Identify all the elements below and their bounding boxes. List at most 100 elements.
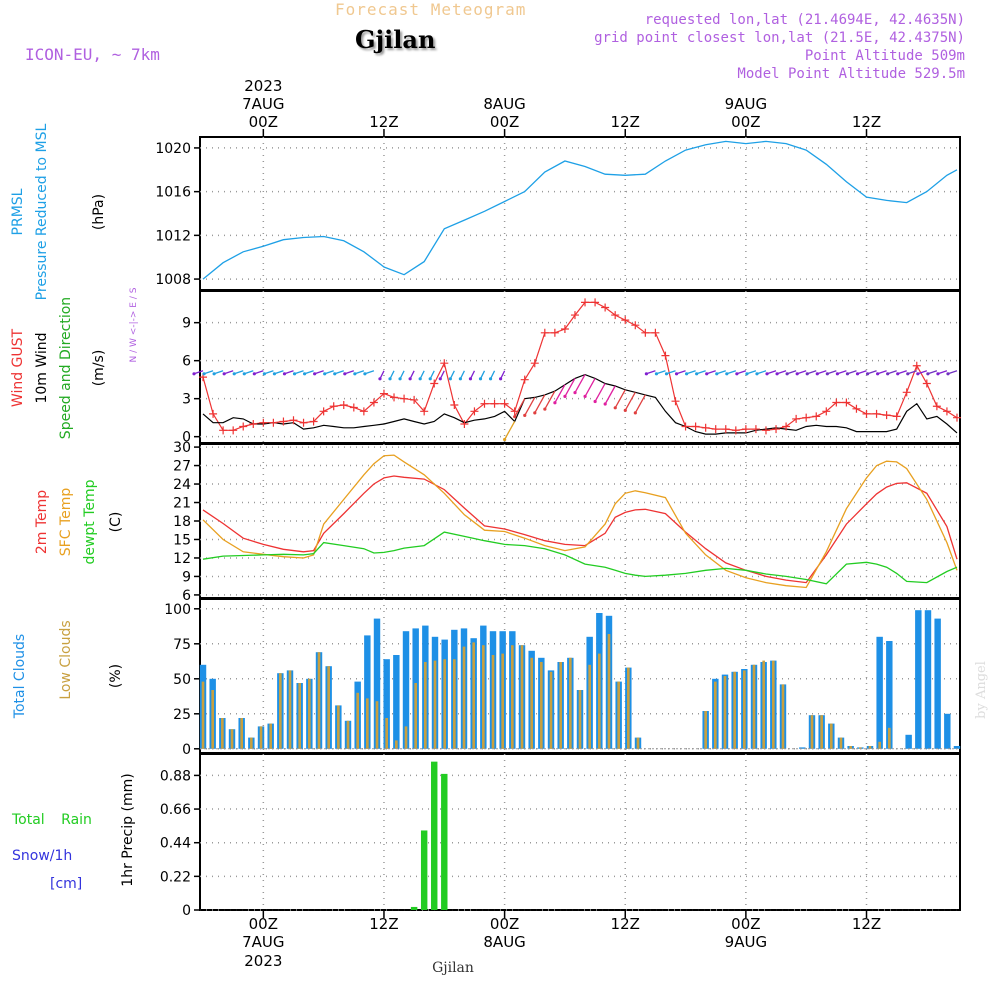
gust-marker bbox=[782, 422, 791, 431]
gust-marker bbox=[299, 418, 308, 427]
low-cloud-bar bbox=[511, 645, 514, 749]
gust-marker bbox=[651, 328, 660, 337]
wind-arrow-head bbox=[845, 372, 850, 376]
gust-marker bbox=[410, 395, 419, 404]
total-cloud-bar bbox=[915, 610, 922, 749]
wind-arrow bbox=[614, 389, 626, 409]
wind-arrow-head bbox=[805, 372, 809, 376]
wind-arrow-head bbox=[644, 372, 648, 376]
gust-marker bbox=[359, 407, 368, 416]
wind-arrow-head bbox=[513, 415, 517, 419]
gust-marker bbox=[450, 401, 459, 409]
low-cloud-bar bbox=[598, 653, 601, 749]
low-cloud-bar bbox=[472, 642, 475, 749]
panel-frame-pressure bbox=[199, 136, 961, 291]
gust-marker bbox=[309, 417, 318, 426]
panel-frame-precipitation bbox=[199, 753, 961, 911]
low-cloud-bar bbox=[723, 676, 727, 749]
low-cloud-bar bbox=[250, 737, 253, 749]
gust-marker bbox=[420, 407, 429, 416]
wind-arrow-head bbox=[282, 372, 287, 376]
low-cloud-bar bbox=[424, 662, 427, 749]
gust-marker bbox=[932, 402, 941, 411]
ytick-label-clouds: 25 bbox=[173, 707, 191, 723]
wind-arrow-head bbox=[313, 372, 317, 376]
temp-label-sfc: SFC Temp bbox=[58, 488, 74, 557]
wind-arrow-head bbox=[795, 372, 799, 376]
wind-arrow-head bbox=[388, 377, 392, 381]
gust-marker bbox=[872, 409, 881, 418]
low-cloud-bar bbox=[443, 659, 446, 749]
gust-marker bbox=[460, 420, 469, 428]
ytick-label-pressure: 1020 bbox=[155, 141, 191, 157]
gust-marker bbox=[379, 389, 388, 398]
pressure-label-1: PRMSL bbox=[10, 188, 26, 235]
gust-marker bbox=[882, 411, 891, 420]
total-cloud-bar bbox=[364, 635, 371, 749]
wind-arrow-head bbox=[468, 377, 473, 381]
gust-marker bbox=[641, 328, 650, 337]
wind-arrow-head bbox=[745, 372, 749, 376]
bottom-time-label: 12Z bbox=[852, 915, 881, 933]
wind-arrow-head bbox=[543, 407, 547, 411]
wind-arrow bbox=[554, 384, 566, 404]
wind-arrow-head bbox=[478, 377, 483, 381]
rain-bar bbox=[420, 830, 428, 910]
wind-arrow-head bbox=[503, 437, 507, 442]
wind-arrow-head bbox=[563, 394, 567, 398]
gust-marker bbox=[209, 409, 218, 418]
total-cloud-bar bbox=[934, 618, 941, 749]
gust-marker bbox=[832, 398, 841, 407]
gust-marker bbox=[761, 426, 770, 435]
wind-arrow-head bbox=[725, 372, 729, 376]
total-cloud-bar bbox=[402, 631, 410, 749]
gust-marker bbox=[701, 423, 710, 432]
top-year-label: 2023 bbox=[244, 77, 282, 95]
pressure-unit: (hPa) bbox=[91, 194, 107, 230]
wind-arrow-head bbox=[633, 411, 637, 415]
gust-marker bbox=[219, 426, 228, 435]
wind-arrow-head bbox=[323, 372, 327, 376]
gust-marker bbox=[822, 407, 831, 416]
gust-marker bbox=[621, 316, 630, 325]
ytick-label-temperature: 21 bbox=[173, 496, 191, 512]
temp-line-2 bbox=[202, 531, 958, 585]
gust-marker bbox=[952, 413, 961, 422]
bottom-time-label: 00Z bbox=[490, 915, 519, 933]
low-cloud-bar bbox=[627, 667, 630, 749]
low-cloud-bar bbox=[762, 660, 765, 749]
wind-arrow-head bbox=[333, 372, 337, 376]
wind-arrow-head bbox=[926, 372, 930, 376]
low-cloud-bar bbox=[288, 670, 292, 749]
low-cloud-bar bbox=[462, 646, 466, 749]
total-cloud-bar bbox=[393, 655, 400, 749]
wind-arrow-head bbox=[363, 372, 367, 376]
wind-arrow-head bbox=[232, 372, 236, 376]
wind-arrow-head bbox=[695, 372, 699, 376]
wind-arrow-head bbox=[613, 406, 617, 410]
low-cloud-bar bbox=[375, 701, 379, 749]
low-cloud-bar bbox=[772, 660, 775, 749]
point-altitude: Point Altitude 509m bbox=[805, 48, 965, 64]
ytick-label-precipitation: 0.44 bbox=[160, 836, 191, 852]
gust-marker bbox=[520, 375, 529, 384]
low-cloud-bar bbox=[201, 681, 205, 749]
bottom-time-label: 00Z bbox=[249, 915, 278, 933]
total-cloud-bar bbox=[953, 746, 961, 749]
gust-marker bbox=[339, 401, 348, 409]
top-time-label: 00Z bbox=[731, 113, 760, 131]
wind-label-gust: Wind GUST bbox=[10, 328, 26, 407]
temp-line-1 bbox=[202, 454, 958, 589]
wind-arrow-head bbox=[936, 372, 940, 376]
cloud-labels: Total Clouds Low Clouds (%) bbox=[12, 620, 124, 719]
gust-marker bbox=[259, 418, 268, 427]
wind-arrow-head bbox=[916, 372, 920, 376]
low-cloud-bar bbox=[395, 740, 398, 749]
wind-arrow-head bbox=[222, 372, 226, 376]
top-time-label: 12Z bbox=[369, 113, 398, 131]
gust-marker bbox=[902, 388, 911, 397]
wind-arrow-head bbox=[428, 377, 432, 381]
low-cloud-bar bbox=[453, 659, 456, 749]
wind-unit: (m/s) bbox=[91, 350, 107, 387]
